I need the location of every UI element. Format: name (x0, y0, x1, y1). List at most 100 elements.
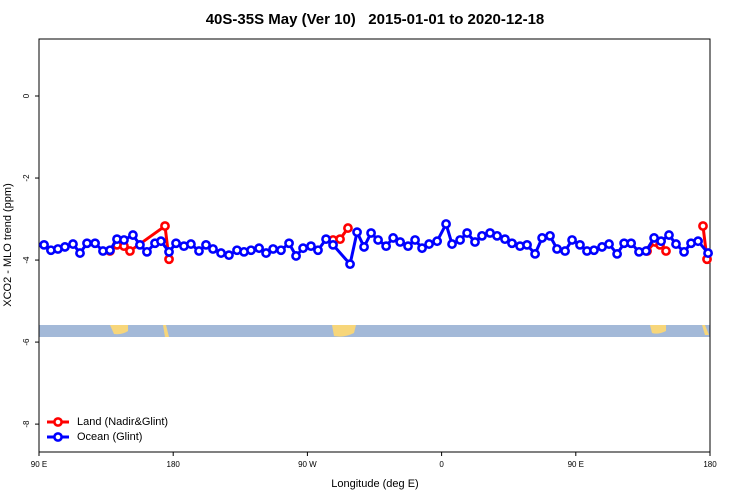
point (417, 243, 427, 254)
point (462, 228, 472, 238)
point (455, 235, 465, 245)
point (500, 234, 510, 245)
point (575, 239, 585, 250)
point (395, 237, 406, 247)
point (261, 248, 271, 258)
point (345, 259, 355, 270)
point (254, 243, 264, 254)
point (441, 219, 451, 229)
chart-title: 40S-35S May (Ver 10) 2015-01-01 to 2020-… (206, 11, 545, 28)
point (125, 246, 135, 256)
point (589, 245, 599, 256)
point (171, 238, 181, 249)
y-tick-label: -2 (22, 174, 31, 182)
point (208, 244, 218, 254)
point (641, 246, 651, 256)
point (39, 239, 49, 250)
point (246, 245, 256, 256)
point (268, 244, 279, 254)
point (626, 238, 637, 249)
point (284, 238, 294, 249)
point (201, 239, 211, 250)
point (560, 246, 570, 256)
point (313, 245, 323, 256)
point (194, 246, 204, 256)
y-tick-label: 0 (22, 93, 31, 98)
legend-label: Ocean (Glint) (77, 431, 142, 443)
x-axis-label: Longitude (deg E) (331, 478, 418, 490)
point (522, 239, 532, 250)
point (477, 230, 487, 241)
point (142, 246, 152, 257)
point (388, 233, 399, 243)
x-tick-label: 0 (439, 460, 444, 469)
y-axis-label: XCO2 - MLO trend (ppm) (2, 183, 14, 306)
point (75, 248, 85, 258)
point (135, 239, 145, 250)
y-tick-label: -8 (22, 420, 31, 428)
point (661, 246, 671, 256)
point (82, 238, 92, 249)
point (60, 242, 70, 252)
y-tick-label: -4 (22, 256, 31, 264)
point (424, 239, 434, 249)
point (343, 223, 353, 233)
point (328, 239, 338, 250)
x-tick-label: 90 E (568, 460, 584, 469)
point (68, 239, 78, 249)
map-strip (39, 325, 710, 337)
x-tick-label: 180 (703, 460, 717, 469)
point (604, 239, 614, 249)
point (530, 249, 540, 259)
point (276, 245, 286, 256)
point (90, 238, 100, 249)
x-tick-label: 90 E (31, 460, 47, 469)
point (612, 249, 623, 259)
point (552, 244, 562, 254)
point (156, 236, 166, 247)
point (216, 248, 226, 258)
point (507, 238, 517, 249)
point (447, 239, 457, 249)
point (335, 234, 345, 245)
point (105, 245, 115, 256)
x-tick-label: 90 W (298, 460, 317, 469)
point (352, 227, 362, 238)
point (359, 242, 369, 252)
legend-marker (53, 417, 63, 427)
point (567, 235, 577, 245)
legend-marker (53, 432, 63, 442)
point (470, 237, 480, 247)
point (164, 246, 174, 257)
point (492, 230, 502, 241)
point (291, 251, 301, 261)
point (224, 250, 234, 261)
point (403, 241, 413, 252)
point (703, 248, 713, 258)
x-tick-label: 180 (167, 460, 181, 469)
point (537, 233, 548, 243)
point (119, 235, 129, 245)
point (128, 230, 138, 240)
point (186, 239, 196, 249)
point (671, 239, 681, 249)
point (298, 243, 308, 254)
point (664, 230, 674, 240)
point (432, 236, 443, 247)
legend-label: Land (Nadir&Glint) (77, 416, 168, 428)
point (381, 241, 392, 252)
point (321, 234, 331, 245)
plot-frame (38, 38, 711, 453)
point (656, 236, 666, 247)
point (679, 246, 689, 257)
point (545, 230, 555, 241)
point (160, 221, 170, 231)
point (693, 236, 703, 247)
y-tick-label: -6 (22, 338, 31, 346)
point (698, 221, 708, 231)
point (373, 235, 383, 245)
point (366, 228, 376, 238)
point (410, 235, 420, 245)
point (306, 241, 316, 252)
